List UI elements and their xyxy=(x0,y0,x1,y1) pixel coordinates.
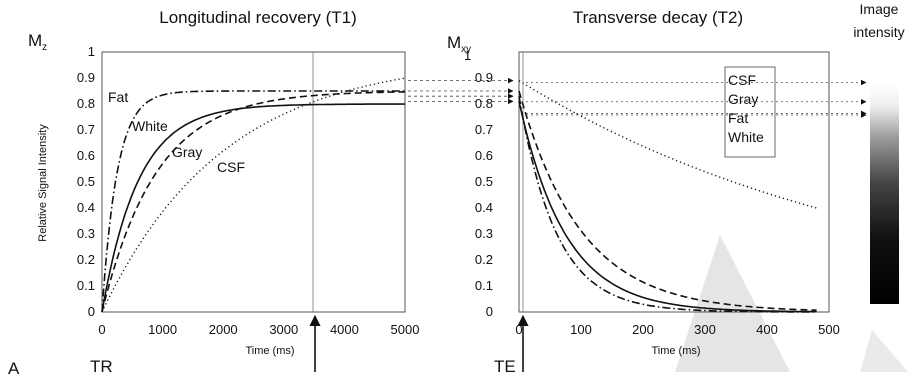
t1-y-symbol: Mz xyxy=(28,31,47,53)
t2-y-ticks: 0 0.1 0.2 0.3 0.4 0.5 0.6 0.7 0.8 0.9 xyxy=(475,70,493,319)
t1-chart-title: Longitudinal recovery (T1) xyxy=(159,8,356,27)
t2-y-tick-label: 0.5 xyxy=(475,174,493,189)
t1-chart: Longitudinal recovery (T1) Mz Relative S… xyxy=(28,8,419,376)
t2-x-tick-label: 300 xyxy=(694,322,716,337)
t1-y-tick-label: 0.9 xyxy=(77,70,95,85)
t1-y-ticks: 0 0.1 0.2 0.3 0.4 0.5 0.6 0.7 0.8 0.9 1 xyxy=(77,44,95,319)
t2-y-tick-label: 0.4 xyxy=(475,200,493,215)
t2-legend-fat: Fat xyxy=(728,110,748,126)
t1-y-tick-label: 0 xyxy=(88,304,95,319)
t1-series-white xyxy=(101,103,406,313)
t2-legend-white: White xyxy=(728,129,764,145)
image-intensity-arrows xyxy=(526,79,867,118)
t1-y-tick-label: 0.2 xyxy=(77,252,95,267)
t2-y-tick-label: 0.8 xyxy=(475,96,493,111)
t1-series-gray xyxy=(101,91,405,313)
t2-x-tick-label: 400 xyxy=(756,322,778,337)
t2-series-group xyxy=(518,79,817,313)
t2-x-tick-label: 0 xyxy=(515,322,522,337)
t1-curve-label-white: White xyxy=(132,118,168,134)
t2-y-tick-label: 0.7 xyxy=(475,122,493,137)
t1-plot-frame xyxy=(101,51,406,313)
t2-y-tick-label: 0 xyxy=(486,304,493,319)
t2-y-tick-label: 0.2 xyxy=(475,252,493,267)
t1-y-tick-label: 1 xyxy=(88,44,95,59)
t1-y-tick-label: 0.8 xyxy=(77,96,95,111)
panel-label: A xyxy=(8,359,20,378)
image-intensity-label-line1: Image xyxy=(860,1,899,17)
t1-x-ticks: 0 1000 2000 3000 4000 5000 xyxy=(98,322,419,337)
t1-y-tick-label: 0.4 xyxy=(77,200,95,215)
t1-curve-label-fat: Fat xyxy=(108,89,128,105)
t1-x-tick-label: 3000 xyxy=(269,322,298,337)
t1-y-tick-label: 0.7 xyxy=(77,122,95,137)
t2-chart-title: Transverse decay (T2) xyxy=(573,8,743,27)
t2-chart: Transverse decay (T2) Mxy 00.10.20.30.40… xyxy=(447,8,840,376)
t1-curve-label-csf: CSF xyxy=(217,159,245,175)
t2-y-symbol: Mxy xyxy=(447,33,471,55)
t1-x-tick-label: 4000 xyxy=(330,322,359,337)
t2-y-tick-label: 0.9 xyxy=(475,70,493,85)
decorative-wedge-corner xyxy=(860,330,908,372)
t1-series-fat xyxy=(101,90,405,313)
t2-x-tick-label: 100 xyxy=(570,322,592,337)
t2-x-axis-label: Time (ms) xyxy=(651,345,700,357)
image-intensity-label-line2: intensity xyxy=(853,24,904,40)
t2-legend-box xyxy=(724,66,776,158)
t2-plot-frame xyxy=(518,51,830,313)
t1-x-axis-label: Time (ms) xyxy=(245,345,294,357)
t2-series-fat xyxy=(518,96,817,313)
t2-legend-gray: Gray xyxy=(728,91,758,107)
t1-to-t2-connector-arrows xyxy=(408,77,514,105)
t2-y-tick-label: 0.6 xyxy=(475,148,493,163)
t1-y-tick-label: 0.6 xyxy=(77,148,95,163)
t1-series-csf xyxy=(101,77,406,313)
t1-x-tick-label: 1000 xyxy=(148,322,177,337)
t2-y-top-label: 1 xyxy=(464,48,471,63)
t1-y-tick-label: 0.1 xyxy=(77,278,95,293)
t2-x-ticks: 0 100 200 300 400 500 xyxy=(515,322,839,337)
t2-y-tick-label: 0.3 xyxy=(475,226,493,241)
t2-series-csf xyxy=(518,79,817,209)
t2-x-tick-label: 200 xyxy=(632,322,654,337)
t2-te-label: TE xyxy=(494,357,516,376)
t1-curve-label-gray: Gray xyxy=(172,144,202,160)
image-intensity-bar xyxy=(870,84,899,304)
t1-y-axis-label: Relative Signal Intensity xyxy=(37,124,49,242)
t2-legend-csf: CSF xyxy=(728,72,756,88)
decorative-wedge xyxy=(675,235,790,372)
t1-tr-label: TR xyxy=(90,357,113,376)
t2-x-tick-label: 500 xyxy=(818,322,840,337)
t1-y-tick-label: 0.5 xyxy=(77,174,95,189)
t2-y-tick-label: 0.1 xyxy=(475,278,493,293)
t1-series-group xyxy=(101,77,406,313)
t1-y-tick-label: 0.3 xyxy=(77,226,95,241)
t1-x-tick-label: 0 xyxy=(98,322,105,337)
t1-x-tick-label: 2000 xyxy=(209,322,238,337)
t1-x-tick-label: 5000 xyxy=(391,322,420,337)
